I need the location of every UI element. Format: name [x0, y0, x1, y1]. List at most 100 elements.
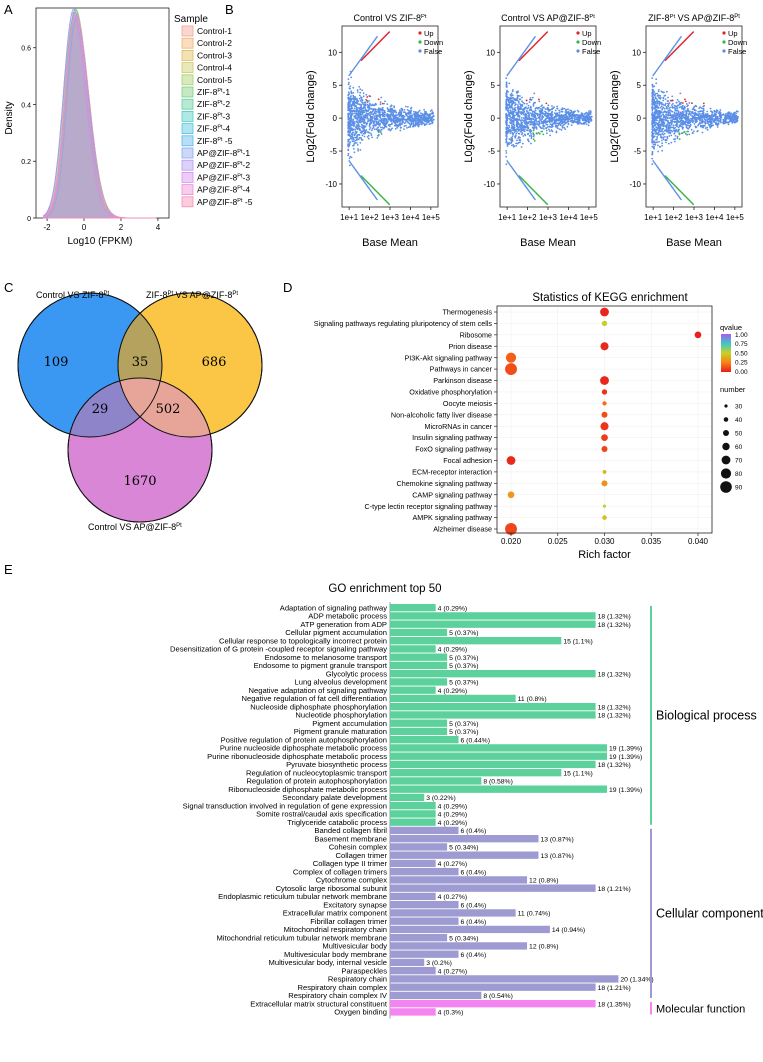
legend-label-15: AP@ZIF-8Pt -5	[197, 197, 253, 207]
ma-point	[684, 100, 687, 103]
ma-point	[518, 117, 521, 119]
ma-point	[556, 107, 558, 110]
ma-legend-label: Up	[424, 29, 434, 38]
ma-xtick-label: 1e+3	[381, 213, 400, 222]
ma-point	[370, 113, 372, 116]
ma-point	[661, 139, 663, 142]
kegg-point	[600, 307, 609, 317]
ma-point	[661, 149, 663, 152]
go-bar	[390, 744, 607, 752]
kegg-point	[694, 331, 702, 339]
ma-point	[525, 123, 528, 126]
ma-point	[678, 124, 681, 127]
ma-point	[519, 139, 522, 142]
legend-label-13: AP@ZIF-8Pt-3	[197, 172, 250, 182]
go-value-label: 6 (0.4%)	[461, 869, 487, 876]
ma-point	[680, 112, 683, 115]
ma-point	[734, 121, 737, 124]
ma-points-1	[347, 31, 435, 206]
ma-point	[347, 145, 349, 147]
ma-point	[368, 100, 370, 102]
ma-point	[519, 125, 522, 128]
ma-point	[352, 86, 355, 89]
ma-legend-dot	[418, 31, 422, 35]
ma-point	[393, 105, 395, 108]
ma-point	[384, 123, 387, 126]
ma-point	[563, 126, 566, 129]
ma-point	[528, 120, 531, 123]
ma-point	[580, 117, 582, 120]
ma-point	[357, 100, 360, 103]
panel-letter-b: B	[225, 2, 234, 17]
ma-point	[538, 113, 540, 115]
ma-point	[652, 119, 654, 122]
ma-point	[654, 92, 657, 95]
ma-point	[651, 152, 654, 154]
ma-point	[668, 109, 671, 112]
ma-point	[507, 96, 509, 99]
go-bar	[390, 678, 448, 686]
ma-point	[394, 109, 396, 112]
go-value-label: 5 (0.37%)	[449, 680, 478, 687]
ma-point	[529, 118, 532, 120]
ma-point	[397, 117, 400, 120]
ma-point	[388, 123, 390, 126]
ma-point	[654, 124, 656, 127]
go-value-label: 4 (0.27%)	[438, 861, 467, 868]
ma-point	[652, 143, 655, 146]
go-bar	[390, 760, 596, 769]
ma-point	[542, 124, 544, 127]
ma-point	[508, 114, 511, 117]
ma-legend-label: False	[424, 47, 442, 56]
ma-point	[373, 128, 376, 131]
ma-point	[410, 123, 413, 126]
ma-point	[560, 110, 563, 113]
ma-point	[544, 108, 547, 110]
ma-point	[423, 124, 426, 127]
ma-point	[356, 112, 359, 115]
ma-point	[589, 116, 592, 119]
ma-point	[526, 133, 529, 136]
ma-point	[684, 122, 687, 125]
ma-point	[673, 132, 676, 135]
go-value-label: 4 (0.29%)	[438, 688, 467, 695]
go-bar	[390, 612, 596, 620]
ma-point	[509, 106, 512, 109]
ma-point	[528, 135, 531, 137]
ma-point	[423, 112, 426, 115]
ma-point	[388, 203, 391, 206]
ma-point	[370, 104, 373, 107]
ma-point	[569, 112, 571, 114]
ma-point	[359, 119, 362, 122]
ma-point	[664, 139, 667, 142]
ma-point	[379, 101, 382, 104]
ma-point	[347, 107, 350, 110]
kegg-point	[601, 446, 608, 453]
ma-point	[419, 114, 422, 117]
ma-point	[408, 117, 411, 119]
ma-point	[411, 114, 414, 117]
ma-point	[718, 115, 721, 118]
ma-point	[509, 111, 512, 114]
ma-point	[412, 119, 414, 122]
kegg-colorbar-tick: 0.25	[735, 360, 748, 367]
ma-point	[543, 113, 546, 115]
ma-point	[583, 115, 586, 118]
ma-point	[655, 100, 658, 103]
ma-point	[361, 99, 364, 102]
go-value-label: 12 (0.8%)	[529, 944, 558, 951]
ma-point	[347, 112, 350, 115]
ma-point	[390, 107, 393, 110]
ma-point	[655, 128, 657, 131]
ma-point	[360, 105, 362, 108]
ma-point	[377, 134, 380, 137]
ma-point	[370, 122, 372, 125]
ma-ytick-label: 0	[637, 114, 642, 123]
go-value-label: 15 (1.1%)	[563, 770, 592, 777]
ma-point	[387, 110, 389, 113]
ma-point	[507, 98, 510, 101]
ma-point	[651, 135, 654, 137]
ma-point	[516, 125, 518, 128]
ma-point	[370, 132, 372, 135]
